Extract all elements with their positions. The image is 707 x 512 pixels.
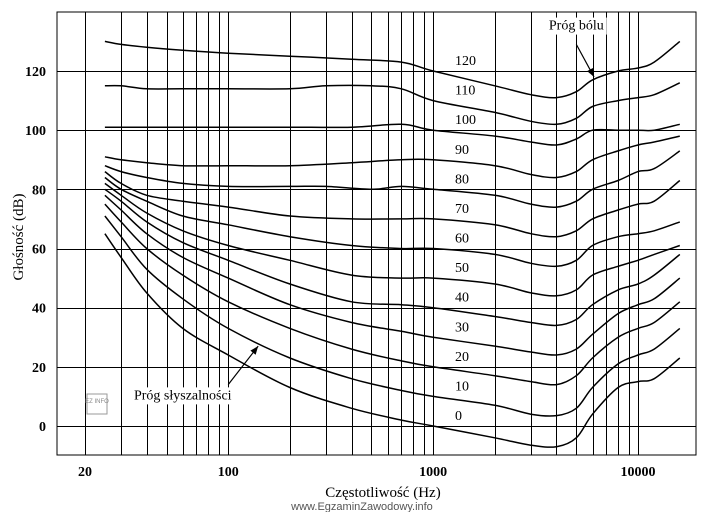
y-tick-100: 100 [25, 124, 46, 139]
curve-60 [104, 176, 681, 268]
curve-90 [104, 135, 680, 179]
curve-label-0: 0 [455, 409, 462, 424]
curve-label-90: 90 [455, 143, 469, 158]
curve-110 [104, 82, 681, 126]
x-tick-100: 100 [218, 465, 239, 480]
y-tick-0: 0 [39, 420, 46, 435]
annotation-arrowhead-0 [587, 67, 595, 77]
curve-label-30: 30 [455, 320, 469, 335]
y-tick-40: 40 [32, 302, 46, 317]
watermark: www.EgzaminZawodowy.info [290, 501, 433, 512]
x-axis-title: Częstotliwość (Hz) [325, 485, 440, 501]
curve-label-80: 80 [455, 172, 469, 187]
annotations: Próg bólu Próg słyszalności [130, 17, 607, 405]
curve-label-60: 60 [455, 232, 469, 247]
y-tick-80: 80 [32, 183, 46, 198]
x-tick-1000: 1000 [419, 465, 447, 480]
curve-label-120: 120 [455, 54, 476, 69]
x-tick-20: 20 [78, 465, 92, 480]
ez-info-logo: EZ INFO [85, 393, 109, 415]
curve-label-100: 100 [455, 113, 476, 128]
y-tick-20: 20 [32, 361, 46, 376]
curve-10 [104, 215, 681, 417]
curve-label-40: 40 [455, 291, 469, 306]
y-axis-title: Głośność (dB) [11, 193, 27, 280]
curve-20 [104, 203, 681, 386]
curve-0 [104, 233, 681, 448]
curve-30 [104, 194, 681, 356]
curve-80 [104, 150, 681, 208]
plot-frame [56, 11, 697, 456]
annotation-0: Próg bólu [549, 19, 604, 34]
curve-120 [104, 40, 681, 99]
annotation-1: Próg słyszalności [134, 388, 232, 403]
curve-label-10: 10 [455, 379, 469, 394]
curve-label-70: 70 [455, 202, 469, 217]
y-tick-labels: 0 20 40 60 80 100 120 [25, 65, 46, 435]
y-tick-120: 120 [25, 65, 46, 80]
curve-70 [104, 170, 681, 238]
x-tick-labels: 20 100 1000 10000 [78, 465, 656, 480]
y-tick-60: 60 [32, 243, 46, 258]
curve-label-20: 20 [455, 350, 469, 365]
annotation-arrowhead-1 [250, 346, 259, 355]
curves [104, 40, 681, 448]
annotation-bg-0 [545, 17, 607, 35]
annotation-bg-1 [130, 387, 235, 405]
curve-100 [104, 123, 680, 146]
logo-box [86, 393, 108, 415]
curve-label-110: 110 [455, 84, 475, 99]
curve-40 [104, 188, 681, 327]
logo-text: EZ INFO [85, 399, 109, 405]
curve-50 [104, 182, 681, 297]
x-tick-10000: 10000 [621, 465, 656, 480]
curve-label-50: 50 [455, 261, 469, 276]
